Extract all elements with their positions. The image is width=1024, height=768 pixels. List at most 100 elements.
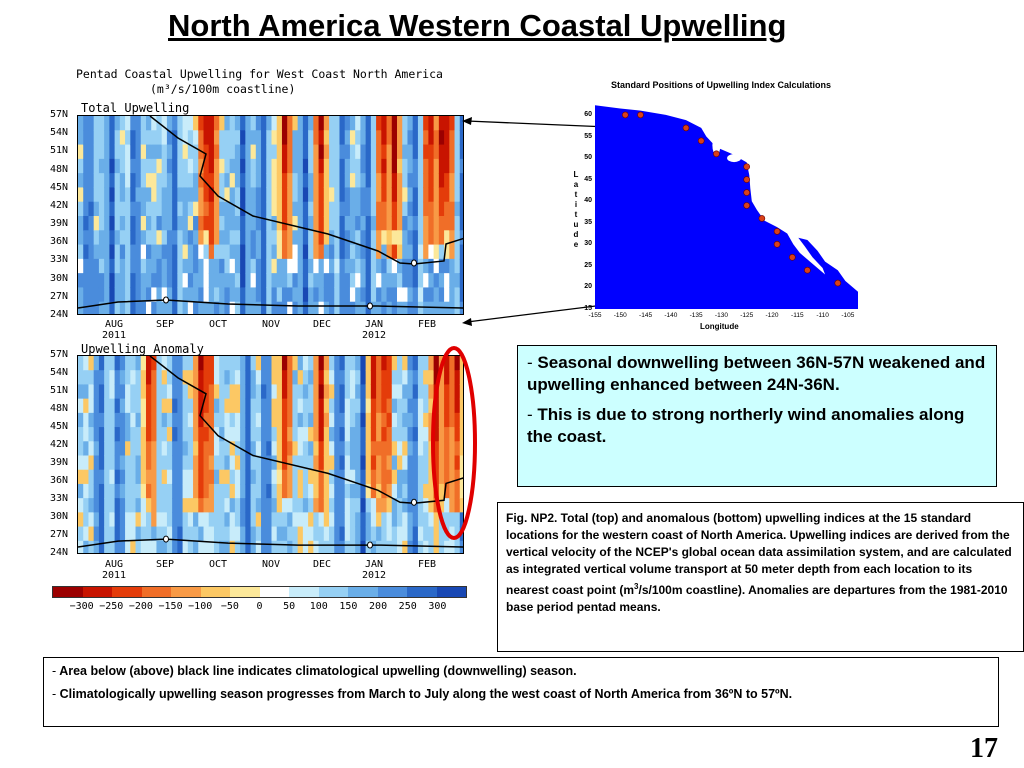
heat-cell [104,116,110,131]
heat-cell [114,116,121,131]
heat-cell [423,398,429,414]
heat-cell [323,287,330,303]
heat-cell [334,412,341,428]
heat-cell [417,201,424,217]
heat-cell [313,540,320,553]
heat-cell [78,144,84,160]
heat-cell [93,455,100,471]
heat-cell [381,412,388,428]
heat-cell [193,287,199,303]
map-lon-tick-130: -130 [714,312,728,319]
heat-cell [203,287,210,303]
heat-cell [240,384,246,400]
heat-cell [428,301,435,314]
heat-cell [219,273,226,289]
heat-cell [412,455,419,471]
heat-cell [250,398,257,414]
heat-cell [391,356,398,371]
heat-cell [266,301,273,314]
heat-cell [109,287,116,303]
heat-cell [250,158,257,174]
heat-cell [281,173,288,189]
heat-cell [161,116,168,131]
heat-cell [376,301,382,314]
heat-cell [423,455,429,471]
heat-cell [376,540,382,553]
heat-cell [360,116,367,131]
heat-cell [250,216,257,231]
heat-cell [130,230,137,246]
heat-cell [93,216,100,231]
heat-cell [172,441,178,457]
heat-cell [145,540,152,553]
heat-cell [229,116,236,131]
heat-cell [88,216,95,231]
heat-cell [323,273,330,289]
heat-cell [240,412,246,428]
heat-cell [125,173,131,189]
heat-cell [93,244,100,260]
heat-cell [287,455,294,471]
heat-cell [344,512,351,528]
heat-cell [255,540,262,553]
heat-cell [433,301,440,314]
heat-cell [88,384,95,400]
heat-cell [444,187,450,203]
heat-cell [135,512,142,528]
heat-cell [83,301,90,314]
heat-cell [125,412,131,428]
heat-cell [360,130,367,146]
heat-cell [193,455,199,471]
heat-cell [229,216,236,231]
heat-cell [203,469,210,485]
heat-cell [454,216,461,231]
heat-cell [119,244,126,260]
heat-cell [444,498,450,513]
heat-cell [334,173,341,189]
heat-cell [360,370,367,386]
heat-cell [334,116,341,131]
heat-cell [161,216,168,231]
heat-cell [166,526,173,542]
heat-cell [240,301,246,314]
heat-cell [198,216,205,231]
heat-cell [234,356,241,371]
heat-cell [370,483,377,499]
heat-cell [313,384,320,400]
heat-cell [172,412,178,428]
heat-cell [454,230,461,246]
heat-cell [151,130,158,146]
heat-cell [156,384,163,400]
heat-cell [135,301,142,314]
note-bullet-1-text: Area below (above) black line indicates … [59,664,577,678]
heat-cell [344,455,351,471]
heat-cell [428,216,435,231]
heat-cell [166,201,173,217]
heat-cell [109,469,116,485]
heat-cell [156,498,163,513]
heat-cell [255,144,262,160]
heat-cell [156,230,163,246]
heat-cell [193,173,199,189]
heat-cell [130,498,137,513]
heat-cell [245,116,252,131]
heat-cell [109,201,116,217]
heat-cell [323,144,330,160]
colorbar-swatch-13 [436,587,466,597]
heat-cell [93,483,100,499]
heat-cell [287,540,294,553]
heat-cell [349,273,356,289]
heat-cell [454,384,461,400]
heat-cell [261,370,267,386]
heat-cell [407,158,414,174]
heat-cell [292,301,299,314]
heat-cell [109,173,116,189]
heat-cell [318,469,325,485]
heat-cell [93,370,100,386]
top-month-aug: AUG 2011 [94,319,134,341]
heat-cell [391,384,398,400]
heat-cell [213,498,220,513]
heat-cell [313,230,320,246]
heat-cell [219,540,226,553]
heat-cell [229,187,236,203]
